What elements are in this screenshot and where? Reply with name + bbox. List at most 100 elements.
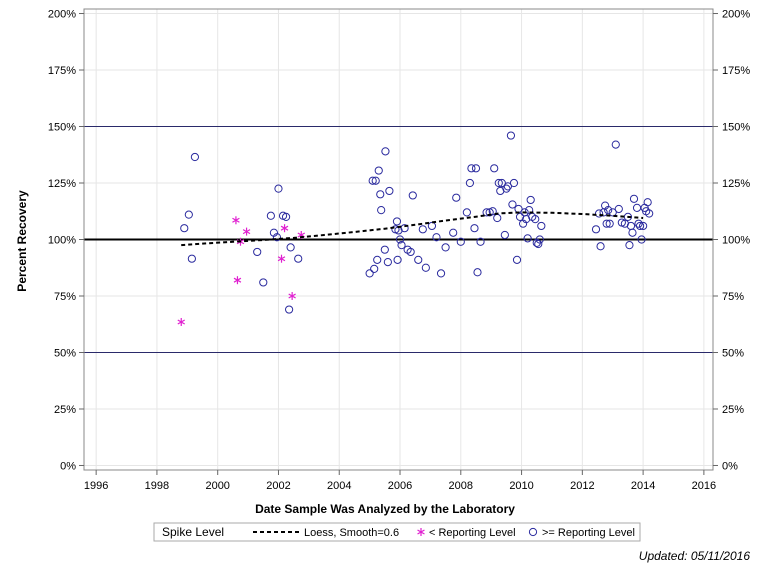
- legend-asterisk: [417, 528, 425, 536]
- data-point-circle: [449, 228, 458, 237]
- data-point-circle: [368, 176, 377, 185]
- data-point-circle: [395, 235, 405, 244]
- y-tick-label-right: 100%: [722, 235, 750, 247]
- legend-above-label: >= Reporting Level: [542, 527, 635, 539]
- reference-lines: [84, 126, 713, 353]
- data-point-asterisk: [177, 317, 186, 326]
- data-point-circle: [591, 225, 601, 234]
- legend: Spike Level Loess, Smooth=0.6 < Reportin…: [153, 522, 641, 542]
- y-tick-label-right: 175%: [722, 65, 750, 77]
- data-point-circle: [456, 237, 465, 246]
- data-point-circle: [523, 234, 532, 243]
- data-point-circle: [393, 255, 402, 264]
- y-tick-label: 50%: [54, 347, 76, 359]
- y-tick-label: 175%: [48, 65, 76, 77]
- data-point-circle: [602, 219, 611, 228]
- x-tick-label: 2012: [570, 480, 594, 492]
- data-point-circle: [503, 182, 512, 191]
- data-point-circle: [476, 237, 485, 246]
- data-point-circle: [635, 221, 645, 231]
- data-point-circle: [462, 208, 471, 217]
- data-point-circle: [272, 233, 282, 242]
- data-point-circle: [506, 131, 516, 140]
- data-point-circle: [596, 242, 605, 251]
- data-point-circle: [634, 219, 643, 228]
- data-point-circle: [253, 247, 262, 257]
- data-point-circle: [497, 178, 506, 188]
- data-point-circle: [266, 211, 275, 220]
- data-point-circle: [370, 264, 379, 273]
- x-tick-label: 2016: [692, 480, 716, 492]
- data-point-circle: [365, 269, 374, 278]
- data-point-circle: [373, 255, 382, 264]
- data-point-circle: [482, 208, 491, 217]
- data-point-circle: [383, 257, 392, 267]
- y-tick-label: 25%: [54, 404, 76, 416]
- legend-loess-label: Loess, Smooth=0.6: [304, 527, 399, 539]
- data-point-circle: [473, 268, 482, 277]
- data-point-circle: [281, 212, 291, 222]
- data-point-circle: [380, 245, 389, 254]
- data-point-circle: [608, 208, 617, 217]
- data-point-circle: [645, 209, 654, 218]
- data-point-circle: [605, 219, 614, 228]
- y-tick-label-right: 50%: [722, 347, 744, 359]
- x-tick-label: 2006: [388, 480, 412, 492]
- data-point-circle: [190, 152, 200, 162]
- x-axis: 1996 1998 2000 2002 2004 2006 2008 2010 2012 2014…: [84, 470, 716, 492]
- y-tick-label-right: 25%: [722, 404, 744, 416]
- x-tick-label: 1996: [84, 480, 108, 492]
- data-point-asterisk: [277, 254, 286, 263]
- data-point-circle: [376, 190, 385, 199]
- data-point-circle: [500, 230, 509, 240]
- data-point-circle: [441, 243, 450, 252]
- data-point-circle: [534, 239, 543, 249]
- data-point-circle: [408, 191, 417, 200]
- data-point-circle: [494, 178, 503, 188]
- y-tick-label: 0%: [60, 460, 76, 472]
- x-tick-label: 2002: [266, 480, 290, 492]
- data-point-circle: [381, 147, 390, 156]
- y-tick-label: 200%: [48, 9, 76, 21]
- data-point-circle: [432, 233, 441, 242]
- data-point-asterisk: [233, 276, 242, 285]
- legend-below-label: < Reporting Level: [429, 527, 516, 539]
- data-point-circle: [406, 247, 415, 257]
- data-point-asterisk: [288, 291, 296, 300]
- legend-box: [153, 522, 641, 542]
- data-point-circle: [436, 269, 446, 278]
- data-point-circle: [397, 241, 406, 250]
- data-point-circle: [639, 221, 648, 231]
- y-tick-label-right: 75%: [722, 291, 744, 303]
- data-point-circle: [502, 184, 511, 193]
- data-point-circle: [184, 210, 193, 219]
- loess-line-group: [181, 211, 644, 247]
- data-point-circle: [471, 164, 481, 173]
- x-tick-label: 2014: [631, 480, 655, 492]
- data-point-circle: [628, 228, 637, 237]
- data-point-circle: [537, 221, 546, 231]
- data-point-circle: [392, 217, 402, 226]
- data-point-asterisk: [242, 227, 251, 236]
- data-point-circle: [490, 164, 499, 173]
- y-tick-label: 75%: [54, 291, 76, 303]
- y-tick-label: 100%: [48, 235, 76, 247]
- data-point-circle: [371, 176, 380, 185]
- x-tick-label: 1998: [145, 480, 169, 492]
- y-tick-label: 150%: [48, 122, 76, 134]
- data-point-circle: [614, 204, 623, 214]
- y-axis-title: Percent Recovery: [15, 190, 29, 292]
- data-points: [177, 131, 654, 326]
- data-point-circle: [180, 224, 189, 233]
- data-point-circle: [629, 194, 639, 203]
- data-point-circle: [611, 140, 620, 149]
- legend-asterisk-swatch: [417, 528, 425, 536]
- data-point-circle: [470, 224, 479, 233]
- data-point-circle: [418, 225, 427, 234]
- data-point-circle: [286, 243, 295, 252]
- loess-line: [181, 211, 644, 247]
- y-tick-label-right: 200%: [722, 9, 750, 21]
- data-point-circle: [509, 178, 519, 188]
